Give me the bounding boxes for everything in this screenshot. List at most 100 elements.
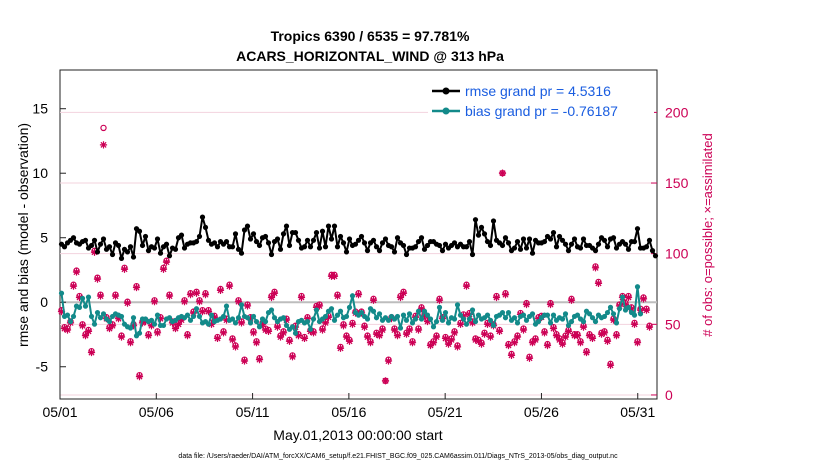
y-tick-label: 15 — [32, 101, 48, 117]
rmse-point — [373, 244, 380, 250]
bias-point — [550, 312, 557, 318]
bias-point — [193, 306, 200, 312]
assimilated-obs-marker — [159, 265, 168, 273]
assimilated-obs-marker — [126, 339, 135, 347]
assimilated-obs-marker — [186, 291, 195, 299]
assimilated-obs-marker — [624, 293, 633, 302]
rmse-point — [250, 231, 257, 237]
rmse-point — [244, 223, 251, 229]
rmse-point — [370, 237, 377, 243]
legend-box — [428, 77, 654, 123]
bias-point — [118, 313, 125, 320]
rmse-point — [391, 249, 398, 255]
bias-point — [244, 315, 251, 321]
assimilated-obs-marker — [534, 315, 543, 323]
assimilated-obs-marker — [498, 169, 507, 177]
rmse-point — [514, 238, 521, 245]
rmse-point — [337, 233, 344, 240]
assimilated-obs-marker — [288, 353, 297, 361]
bias-point — [88, 313, 95, 320]
bias-point — [187, 317, 194, 323]
assimilated-obs-marker — [591, 264, 600, 272]
rmse-point — [547, 236, 554, 242]
rmse-point — [568, 241, 575, 247]
bias-point — [634, 284, 641, 290]
assimilated-obs-marker — [444, 340, 453, 348]
assimilated-obs-marker — [576, 339, 585, 347]
legend-rmse-label: rmse grand pr = 4.5316 — [465, 83, 611, 99]
assimilated-obs-marker — [567, 296, 576, 304]
bias-point — [607, 304, 614, 310]
bias-point — [535, 318, 542, 325]
assimilated-obs-marker — [549, 324, 558, 333]
rmse-point — [502, 235, 509, 241]
assimilated-obs-marker — [396, 293, 405, 302]
assimilated-obs-marker — [519, 326, 528, 334]
assimilated-obs-marker — [294, 332, 303, 340]
assimilated-obs-marker — [603, 337, 612, 345]
assimilated-obs-marker — [105, 324, 114, 333]
bias-point — [247, 320, 254, 326]
assimilated-obs-marker — [216, 286, 225, 295]
assimilated-obs-marker — [474, 337, 483, 345]
bias-point — [544, 312, 551, 318]
assimilated-obs-marker — [195, 298, 204, 306]
bias-point — [637, 311, 644, 317]
assimilated-obs-marker — [177, 316, 186, 324]
bias-point — [358, 309, 365, 316]
assimilated-obs-marker — [183, 332, 192, 340]
rmse-point — [424, 242, 431, 249]
x-tick-label: 05/06 — [139, 404, 174, 420]
assimilated-obs-marker — [546, 300, 555, 309]
bias-point — [346, 304, 353, 310]
bias-point — [400, 312, 407, 318]
legend-bias-label: bias grand pr = -0.76187 — [465, 103, 618, 119]
assimilated-obs-marker — [384, 357, 393, 365]
rmse-point — [577, 245, 584, 251]
bias-point — [418, 316, 425, 322]
right-tick-label: 150 — [665, 175, 689, 191]
assimilated-obs-marker — [147, 322, 156, 330]
bias-point — [445, 320, 452, 326]
bias-point — [196, 313, 203, 320]
rmse-point — [412, 244, 419, 250]
rmse-point — [526, 236, 533, 242]
rmse-point — [301, 244, 308, 250]
assimilated-obs-marker — [96, 292, 105, 300]
assimilated-obs-marker — [291, 323, 300, 331]
rmse-point — [601, 237, 608, 243]
bias-point — [586, 311, 593, 317]
rmse-point — [631, 238, 638, 245]
legend: rmse grand pr = 4.5316 bias grand pr = -… — [428, 77, 654, 123]
rmse-point — [340, 240, 347, 246]
rmse-point — [223, 238, 230, 245]
rmse-point — [142, 233, 149, 240]
bias-point — [412, 316, 419, 322]
assimilated-obs-marker — [150, 298, 159, 306]
rmse-point — [643, 244, 650, 250]
rmse-point — [442, 241, 449, 247]
assimilated-obs-marker — [63, 326, 72, 334]
rmse-point — [355, 237, 362, 243]
bias-point — [268, 307, 275, 313]
assimilated-obs-marker — [198, 308, 207, 316]
bias-point — [136, 330, 143, 336]
assimilated-obs-marker — [174, 320, 183, 328]
rmse-point — [499, 242, 506, 249]
rmse-point — [256, 242, 263, 249]
bias-point — [94, 309, 101, 316]
rmse-point — [361, 240, 368, 246]
assimilated-obs-marker — [450, 329, 459, 337]
assimilated-obs-marker — [399, 289, 408, 297]
assimilated-obs-marker — [285, 337, 294, 345]
assimilated-obs-marker — [558, 340, 567, 348]
rmse-point — [400, 242, 407, 249]
rmse-point — [97, 241, 104, 247]
rmse-point — [625, 246, 632, 252]
assimilated-obs-marker — [246, 315, 255, 323]
assimilated-obs-marker — [333, 292, 342, 300]
assimilated-obs-marker — [132, 283, 141, 292]
bias-point — [127, 325, 134, 331]
legend-rmse-marker — [442, 87, 450, 95]
